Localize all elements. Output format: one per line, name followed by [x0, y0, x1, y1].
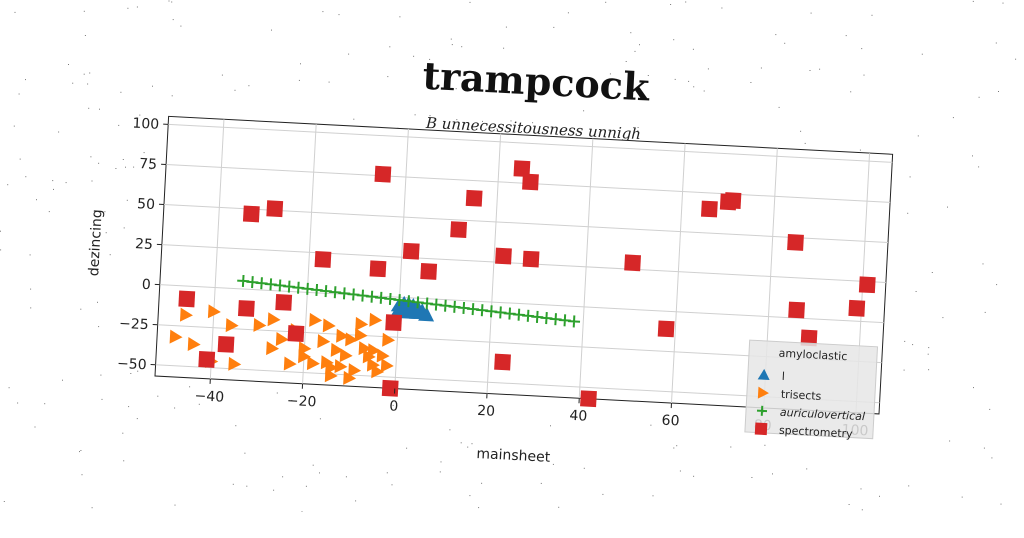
speckle-dot [92, 507, 93, 508]
spectrometry-point [788, 302, 805, 319]
spectrometry-point [382, 380, 399, 397]
x-tick-label: 60 [661, 413, 680, 430]
x-axis-label: mainsheet [476, 446, 551, 466]
legend-label: spectrometry [779, 424, 854, 441]
legend-label: trisects [781, 388, 822, 403]
speckle-dot [721, 8, 722, 9]
spectrometry-point [725, 192, 742, 209]
legend: amyloclastic ltrisectsauriculoverticalsp… [745, 340, 878, 442]
spectrometry-point [275, 294, 292, 311]
speckle-dot [605, 2, 606, 3]
x-tick-label: 0 [389, 398, 399, 414]
spectrometry-point [495, 248, 512, 265]
y-axis-label: dezincing [86, 209, 105, 277]
speckle-dot [685, 2, 686, 3]
spectrometry-point [624, 254, 641, 271]
spectrometry-point [403, 243, 420, 260]
spectrometry-point [787, 234, 804, 251]
spectrometry-point [420, 263, 437, 280]
spectrometry-point [370, 260, 387, 277]
x-tick-label: 40 [569, 408, 588, 425]
spectrometry-point [494, 354, 511, 371]
spectrometry-point [288, 325, 305, 342]
spectrometry-point [315, 251, 332, 268]
spectrometry-point [218, 336, 235, 353]
speckle-dot [1003, 3, 1004, 4]
spectrometry-point [243, 206, 260, 223]
y-tick-label: 50 [137, 196, 156, 213]
speckle-dot [0, 231, 1, 232]
spectrometry-point [848, 300, 865, 317]
speckle-dot [811, 13, 812, 14]
x-tick-label: −20 [286, 393, 316, 411]
speckle-dot [872, 15, 873, 16]
spectrometry-point [859, 276, 876, 293]
y-tick-label: 25 [135, 236, 154, 253]
spectrometry-point [658, 320, 675, 337]
x-tick-label: −40 [194, 388, 224, 406]
spectrometry-point [450, 221, 467, 238]
speckle-dot [4, 501, 5, 502]
spectrometry-point [755, 423, 768, 436]
speckle-dot [973, 1, 974, 2]
y-tick-label: −25 [119, 316, 149, 334]
speckle-dot [670, 4, 671, 5]
y-tick-label: 100 [132, 116, 160, 133]
spectrometry-point [266, 200, 283, 217]
spectrometry-point [375, 166, 392, 183]
spectrometry-point [580, 390, 597, 407]
x-tick-label: 20 [477, 403, 496, 420]
y-tick-label: 75 [139, 156, 158, 173]
chart-title: trampcock [421, 53, 651, 110]
speckle-dot [175, 505, 176, 506]
y-tick-label: −50 [117, 356, 147, 374]
spectrometry-point [198, 351, 215, 368]
spectrometry-point [385, 314, 402, 331]
spectrometry-point [238, 300, 255, 317]
spectrometry-point [701, 201, 718, 218]
spectrometry-point [522, 174, 539, 191]
spectrometry-point [178, 291, 195, 308]
y-tick-label: 0 [141, 277, 151, 293]
spectrometry-point [466, 190, 483, 207]
spectrometry-point [523, 251, 540, 268]
